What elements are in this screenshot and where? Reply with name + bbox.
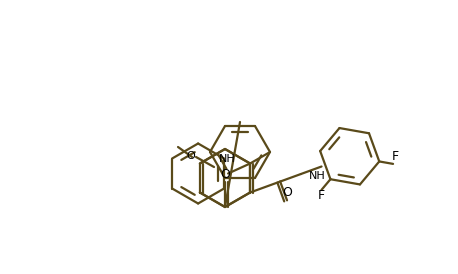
Text: F: F [318, 189, 325, 202]
Text: NH: NH [309, 171, 326, 181]
Text: O: O [187, 151, 196, 161]
Text: O: O [220, 169, 230, 181]
Text: NH: NH [218, 154, 235, 164]
Text: O: O [282, 186, 292, 199]
Text: F: F [392, 150, 398, 163]
